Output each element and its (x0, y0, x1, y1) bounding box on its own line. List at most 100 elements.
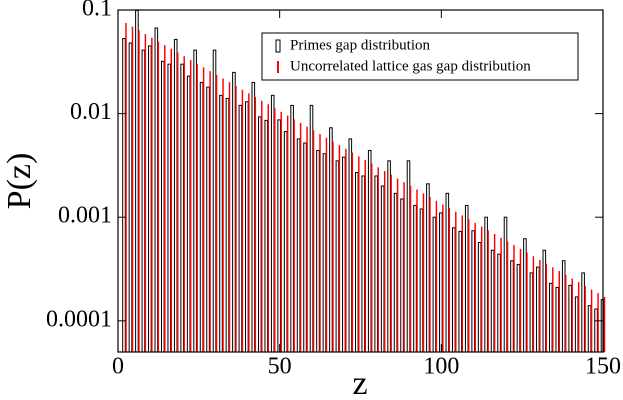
bar (532, 256, 535, 352)
bar (148, 45, 152, 353)
bar (228, 82, 231, 352)
bar (403, 182, 405, 352)
bar (212, 49, 217, 353)
x-tick-label: 50 (268, 354, 292, 380)
bar (206, 86, 210, 353)
bar (371, 163, 373, 352)
bar (241, 89, 244, 353)
bar (232, 71, 236, 353)
bar (477, 242, 482, 353)
bar (332, 141, 334, 352)
bar (267, 104, 269, 353)
bar (519, 248, 522, 352)
bar (390, 174, 392, 352)
bar (251, 81, 256, 353)
bar (135, 9, 139, 353)
bar (222, 78, 224, 352)
x-tick-label: 0 (112, 354, 124, 380)
bar (409, 185, 412, 352)
bar (574, 296, 579, 353)
bar (122, 38, 126, 353)
bar (497, 253, 501, 353)
bar (400, 198, 404, 353)
bar (419, 208, 424, 353)
bar (380, 185, 385, 353)
bar (458, 230, 463, 353)
bar (487, 230, 489, 352)
plot-frame (117, 9, 604, 353)
bar (215, 74, 218, 352)
bar (416, 189, 418, 352)
bar (270, 94, 275, 353)
bar (445, 192, 450, 353)
bar (277, 119, 281, 353)
bar (264, 119, 269, 353)
bar (367, 150, 372, 353)
bar (160, 60, 165, 353)
bar (322, 153, 327, 353)
bar (238, 104, 243, 353)
bar (539, 259, 541, 352)
bar (261, 100, 263, 353)
bar (435, 200, 438, 352)
bar (335, 160, 340, 353)
bar (274, 108, 276, 352)
bar (493, 233, 496, 352)
bar (516, 263, 521, 353)
bar (167, 63, 172, 353)
bar (568, 284, 572, 353)
bar (299, 122, 302, 352)
x-tick-label: 150 (585, 354, 621, 380)
bar (584, 285, 586, 352)
bar (348, 138, 353, 353)
bar (455, 211, 457, 352)
bar (280, 111, 282, 353)
legend-swatch (277, 61, 279, 73)
bar (183, 56, 185, 352)
bar (342, 156, 346, 353)
bar (248, 93, 250, 352)
bar (468, 219, 470, 352)
bar (293, 119, 295, 353)
bar (286, 115, 289, 352)
bar (128, 42, 133, 353)
bar (157, 41, 160, 352)
bar (290, 104, 294, 353)
bar (254, 96, 257, 352)
bar (474, 222, 476, 352)
bar (510, 260, 514, 353)
bar (413, 204, 417, 353)
legend-label: Primes gap distribution (290, 37, 430, 53)
bar (296, 138, 301, 353)
bar (354, 172, 359, 353)
bar (577, 282, 580, 352)
bar (406, 160, 411, 353)
bar (464, 204, 469, 353)
legend-label: Uncorrelated lattice gas gap distributio… (290, 58, 531, 74)
bar (364, 159, 366, 352)
bar (164, 45, 166, 352)
bar (154, 27, 159, 353)
y-tick-label: 0.0001 (46, 306, 112, 332)
bar (490, 249, 495, 353)
bar (306, 126, 308, 352)
bar (138, 30, 140, 352)
bar (151, 37, 153, 352)
bar (396, 178, 399, 352)
y-tick-label: 0.1 (82, 0, 112, 22)
y-axis-label: P(z) (1, 153, 38, 210)
bar (131, 26, 134, 353)
bar (283, 131, 288, 353)
bar (173, 38, 178, 353)
x-axis-label: z (352, 365, 367, 400)
bar (189, 60, 192, 353)
bar (144, 34, 147, 352)
bar (358, 156, 360, 352)
bar (571, 278, 573, 352)
legend-box (261, 32, 579, 81)
bar (442, 204, 444, 352)
bar (529, 272, 534, 353)
bar (561, 260, 566, 353)
bar (461, 215, 463, 352)
